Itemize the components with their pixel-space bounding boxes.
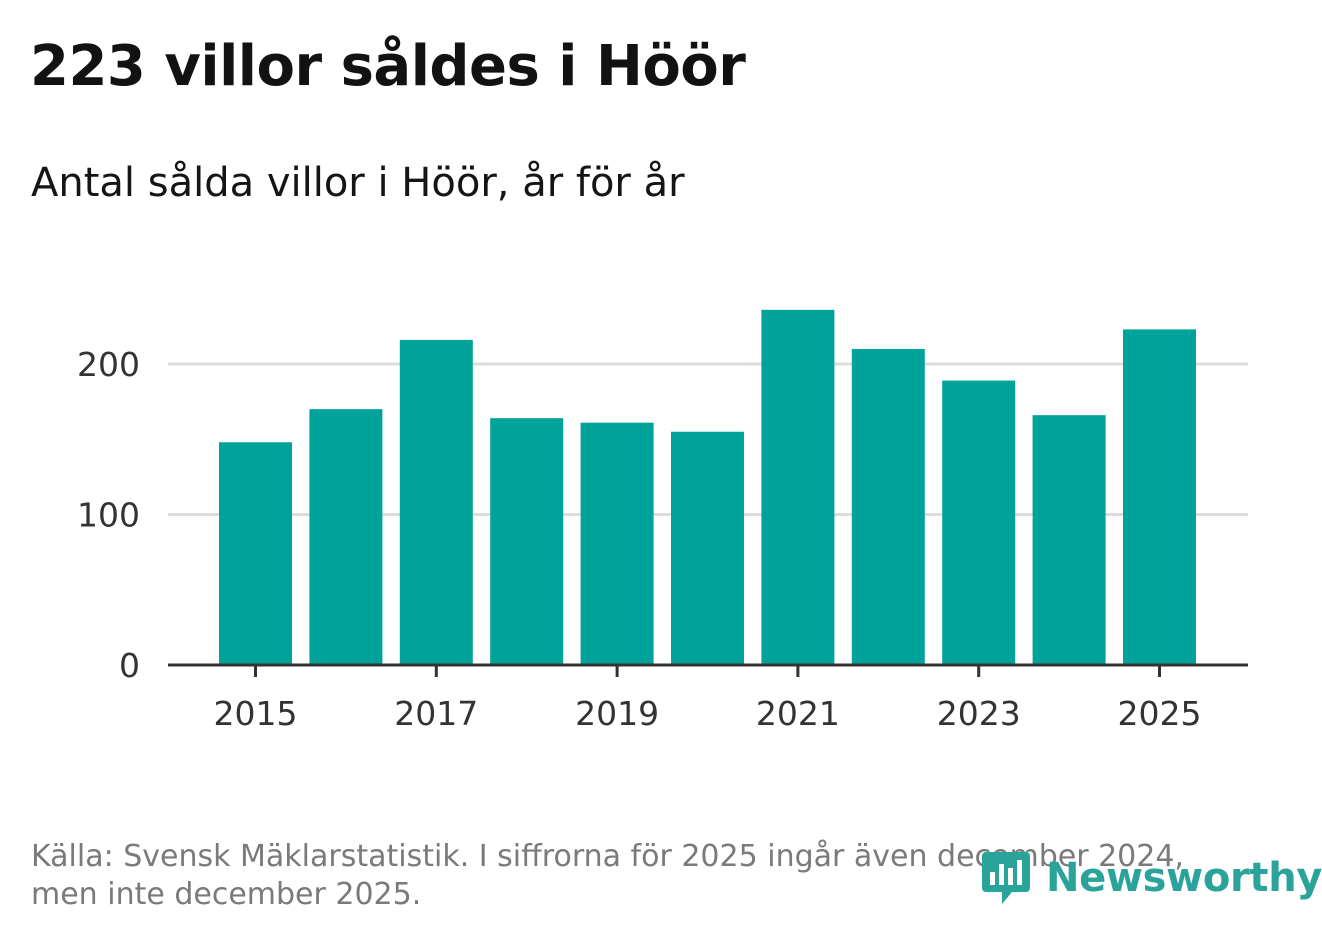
bar-2024 [1032,415,1106,665]
bar-2025 [1123,329,1196,665]
x-tick-label-2017: 2017 [394,694,478,733]
x-tick-label-2015: 2015 [214,694,298,733]
bar-2018 [490,418,564,665]
newsworthy-logo-icon [982,852,1030,904]
x-tick-label-2025: 2025 [1118,694,1202,733]
chart-title: 223 villor såldes i Höör [30,34,746,99]
x-tick-label-2023: 2023 [937,694,1021,733]
bar-2015 [219,442,292,665]
bar-2020 [671,431,744,665]
y-tick-label-100: 100 [77,496,140,535]
axes: 0 100 200 2015 2017 2019 2021 2023 2025 [77,345,1248,733]
bar-2021 [761,309,835,665]
bar-2017 [399,339,473,665]
newsworthy-logo: Newsworthy [980,850,1322,906]
bars [219,309,1196,665]
bar-2023 [942,380,1016,665]
x-tick-label-2019: 2019 [575,694,659,733]
source-line-2: men inte december 2025. [31,877,422,912]
bar-2016 [309,409,383,665]
y-tick-label-0: 0 [119,646,140,685]
chart-subtitle: Antal sålda villor i Höör, år för år [31,160,685,206]
y-tick-label-200: 200 [77,345,140,384]
bar-2022 [851,348,925,665]
logo-wordmark: Newsworthy [1046,855,1322,901]
x-tick-label-2021: 2021 [756,694,840,733]
bar-chart: 0 100 200 2015 2017 2019 2021 2023 2025 [77,309,1248,733]
bar-2019 [580,422,654,665]
